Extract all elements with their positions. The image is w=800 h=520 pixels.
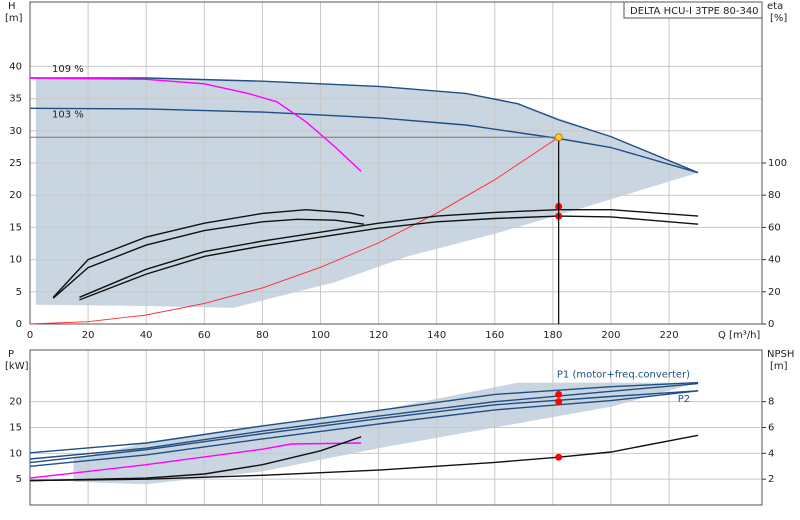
- curve: [29, 434, 699, 482]
- y2-axis-unit: [m]: [770, 361, 788, 372]
- x-tick-label: 160: [485, 330, 504, 341]
- curve-label: 109 %: [52, 64, 84, 75]
- curve: [29, 436, 362, 482]
- x-tick-label: 180: [543, 330, 562, 341]
- y-tick-label: 5: [16, 474, 22, 485]
- curve-label: P1 (motor+freq.converter): [557, 370, 690, 381]
- curve: [29, 136, 559, 325]
- curve: [29, 107, 699, 174]
- x-tick-label: 220: [660, 330, 679, 341]
- y2-tick-label: 0: [768, 319, 774, 330]
- operating-point: [555, 453, 563, 461]
- curve: [30, 77, 699, 174]
- curve: [29, 390, 699, 467]
- y-tick-label: 35: [9, 94, 22, 105]
- curve: [29, 390, 699, 464]
- curve: [79, 209, 699, 298]
- y-tick-label: 15: [9, 222, 22, 233]
- x-tick-label: 140: [427, 330, 446, 341]
- x-tick-label: 80: [256, 330, 269, 341]
- y-tick-label: 20: [9, 397, 22, 408]
- y2-axis-unit: [%]: [770, 13, 787, 24]
- y-axis-unit: [m]: [5, 13, 23, 24]
- y2-axis-label: NPSH: [767, 349, 794, 360]
- curve: [52, 218, 365, 299]
- y2-tick-label: 40: [768, 255, 781, 266]
- y2-tick-label: 2: [768, 474, 774, 485]
- y-axis-label: H: [8, 1, 16, 12]
- operating-point: [555, 398, 563, 406]
- y-tick-label: 0: [16, 319, 22, 330]
- y-tick-label: 10: [9, 255, 22, 266]
- x-tick-label: 200: [601, 330, 620, 341]
- x-tick-label: 120: [369, 330, 388, 341]
- x-axis-label: Q [m³/h]: [718, 330, 760, 341]
- y2-tick-label: 6: [768, 423, 774, 434]
- chart-title: DELTA HCU-I 3TPE 80-340: [630, 6, 759, 17]
- operating-point: [554, 133, 563, 142]
- x-tick-label: 60: [198, 330, 211, 341]
- title-box: [623, 1, 763, 19]
- curve: [29, 77, 362, 172]
- y-tick-label: 40: [9, 61, 22, 72]
- y-axis-unit: [kW]: [5, 361, 29, 372]
- y-tick-label: 30: [9, 126, 22, 137]
- curve: [29, 382, 699, 460]
- curve: [29, 442, 362, 479]
- operating-range: [35, 78, 699, 308]
- x-tick-label: 0: [27, 330, 33, 341]
- y-tick-label: 20: [9, 190, 22, 201]
- operating-point: [555, 390, 563, 398]
- x-tick-label: 20: [82, 330, 95, 341]
- curve: [79, 215, 699, 301]
- y-tick-label: 5: [16, 287, 22, 298]
- y2-tick-label: 4: [768, 448, 774, 459]
- y2-tick-label: 80: [768, 190, 781, 201]
- y-tick-label: 10: [9, 448, 22, 459]
- y-tick-label: 25: [9, 158, 22, 169]
- curve: [52, 208, 365, 298]
- y2-tick-label: 20: [768, 287, 781, 298]
- plot-frame: [29, 1, 763, 325]
- y2-axis-label: eta: [767, 1, 783, 12]
- curve-label: 103 %: [52, 109, 84, 120]
- curve-label: P2: [678, 394, 690, 405]
- x-tick-label: 40: [140, 330, 153, 341]
- y2-tick-label: 100: [768, 158, 787, 169]
- y2-tick-label: 8: [768, 397, 774, 408]
- curve: [29, 381, 699, 454]
- y2-tick-label: 60: [768, 222, 781, 233]
- plot-frame: [29, 349, 763, 506]
- x-tick-label: 100: [311, 330, 330, 341]
- operating-range: [73, 382, 699, 485]
- y-tick-label: 15: [9, 423, 22, 434]
- y-axis-label: P: [8, 349, 14, 360]
